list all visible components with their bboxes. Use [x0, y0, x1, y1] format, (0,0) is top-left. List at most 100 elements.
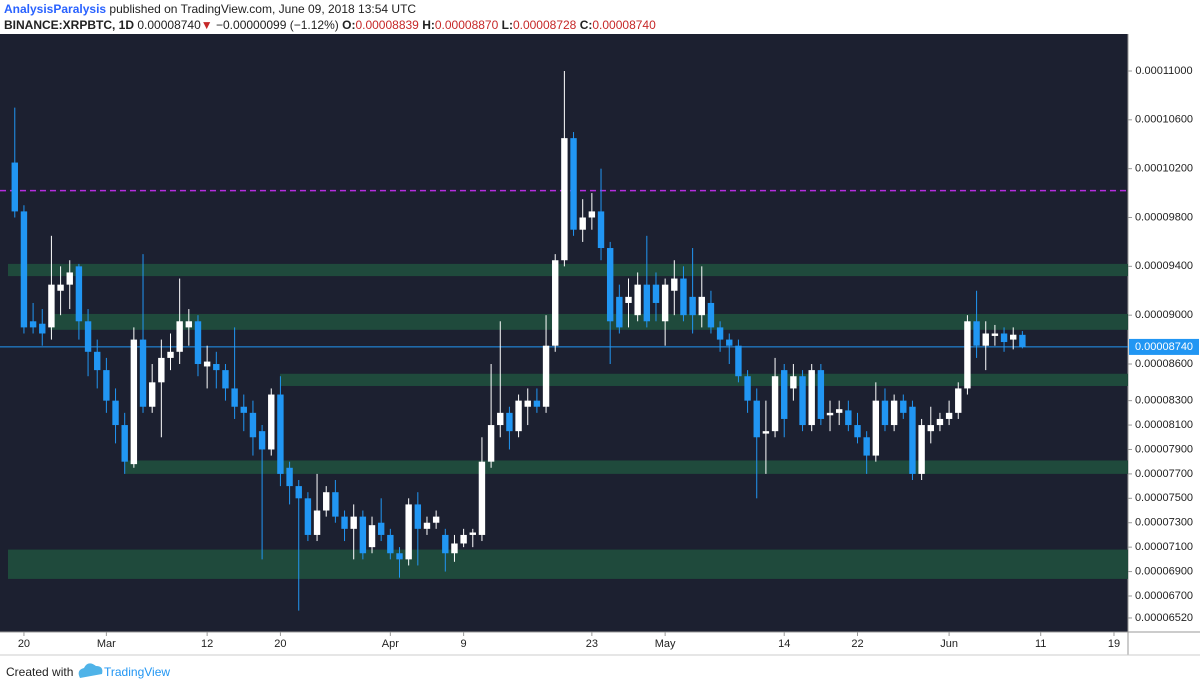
- candle-body: [955, 388, 962, 413]
- candle-body: [762, 431, 770, 434]
- candle-body: [423, 522, 431, 529]
- x-tick-label: 11: [1035, 638, 1046, 650]
- l-value: 0.00008728: [513, 18, 577, 32]
- candle-body: [66, 272, 73, 285]
- x-tick-label: 19: [1108, 638, 1120, 650]
- candle-body: [945, 412, 953, 419]
- candle-body: [332, 492, 339, 517]
- candle-body: [808, 370, 815, 426]
- candle-body: [781, 370, 788, 419]
- candle-body: [845, 410, 852, 426]
- candle-body: [377, 522, 385, 535]
- o-label: O:: [342, 18, 355, 32]
- candle-body: [258, 431, 266, 450]
- candle-body: [323, 492, 330, 511]
- zone: [125, 460, 1128, 474]
- x-tick-label: 22: [851, 638, 863, 650]
- candle-body: [368, 525, 376, 548]
- h-label: H:: [422, 18, 435, 32]
- symbol: BINANCE:XRPBTC, 1D: [4, 18, 134, 32]
- candle-body: [1010, 334, 1017, 340]
- candle-body: [542, 345, 550, 407]
- candle-body: [442, 534, 449, 554]
- candle-body: [249, 412, 257, 438]
- candle-body: [387, 534, 394, 554]
- y-tick-label: 0.00009000: [1135, 309, 1193, 321]
- candle-body: [1019, 334, 1026, 347]
- candle-body: [863, 437, 870, 456]
- footer-brand[interactable]: TradingView: [104, 665, 170, 679]
- brand-logo: [78, 663, 103, 678]
- y-tick-label: 0.00008600: [1135, 358, 1193, 370]
- candle-body: [716, 327, 724, 340]
- candle-body: [286, 467, 293, 487]
- c-label: C:: [580, 18, 593, 32]
- candle-body: [84, 321, 92, 352]
- candle-body: [890, 400, 898, 426]
- candle-body: [112, 400, 119, 426]
- candle-body: [497, 412, 504, 426]
- y-tick-label: 0.00007100: [1135, 541, 1193, 553]
- symbol-line: BINANCE:XRPBTC, 1D 0.00008740▼ −0.000000…: [4, 18, 656, 32]
- candle-body: [744, 376, 751, 401]
- candle-body: [881, 400, 889, 426]
- candle-body: [918, 425, 925, 474]
- last-price-box: [1129, 338, 1199, 355]
- zone: [8, 549, 1128, 579]
- header-line: AnalysisParalysis published on TradingVi…: [4, 2, 416, 16]
- footer-created: Created with: [6, 665, 73, 679]
- candle-body: [597, 211, 605, 249]
- candle-body: [139, 339, 147, 407]
- author[interactable]: AnalysisParalysis: [4, 2, 106, 16]
- candle-body: [826, 412, 834, 416]
- last-price-label: 0.00008740: [1135, 341, 1193, 353]
- candle-body: [561, 138, 568, 261]
- candle-body: [698, 296, 705, 316]
- candle-body: [414, 504, 422, 529]
- l-label: L:: [502, 18, 513, 32]
- candle-body: [11, 162, 18, 212]
- x-tick-label: Jun: [940, 638, 958, 650]
- candle-body: [606, 248, 614, 322]
- candle-body: [57, 284, 64, 291]
- plot: 0.00006520 0.00006700 0.00006900 0.00007100…: [0, 65, 1199, 650]
- candle-body: [48, 284, 55, 328]
- o-value: 0.00008839: [355, 18, 419, 32]
- candle-body: [469, 532, 476, 535]
- candle-body: [222, 370, 229, 389]
- candle-body: [909, 406, 916, 474]
- candle-body: [552, 260, 559, 346]
- y-tick-label: 0.00007500: [1135, 492, 1193, 504]
- h-value: 0.00008870: [435, 18, 499, 32]
- candle-body: [478, 461, 486, 535]
- candle-body: [94, 351, 101, 371]
- candle-body: [707, 302, 715, 328]
- x-tick-label: Mar: [97, 638, 116, 650]
- candle-body: [268, 394, 275, 450]
- candle-body: [835, 409, 843, 413]
- price: 0.00008740: [137, 18, 201, 32]
- x-tick-label: 9: [461, 638, 467, 650]
- candle-body: [790, 376, 797, 389]
- candle-body: [460, 534, 467, 544]
- candle-body: [176, 321, 183, 352]
- candle-body: [900, 400, 907, 413]
- candle-body: [643, 284, 651, 322]
- y-tick-label: 0.00011000: [1135, 65, 1192, 77]
- candle-body: [817, 370, 825, 419]
- arrow: ▼: [201, 18, 213, 32]
- candle-body: [753, 400, 760, 438]
- candle-body: [103, 370, 110, 401]
- candle-body: [652, 284, 660, 303]
- candle-body: [625, 296, 632, 303]
- candle-body: [671, 278, 678, 291]
- zone: [280, 373, 1128, 386]
- x-tick-label: Apr: [382, 638, 399, 650]
- candle-body: [240, 406, 247, 413]
- candle-body: [533, 400, 541, 407]
- candle-body: [359, 516, 367, 554]
- candle-body: [158, 357, 165, 383]
- candle-body: [506, 412, 513, 432]
- x-tick-label: 20: [274, 638, 286, 650]
- candle-body: [148, 382, 156, 407]
